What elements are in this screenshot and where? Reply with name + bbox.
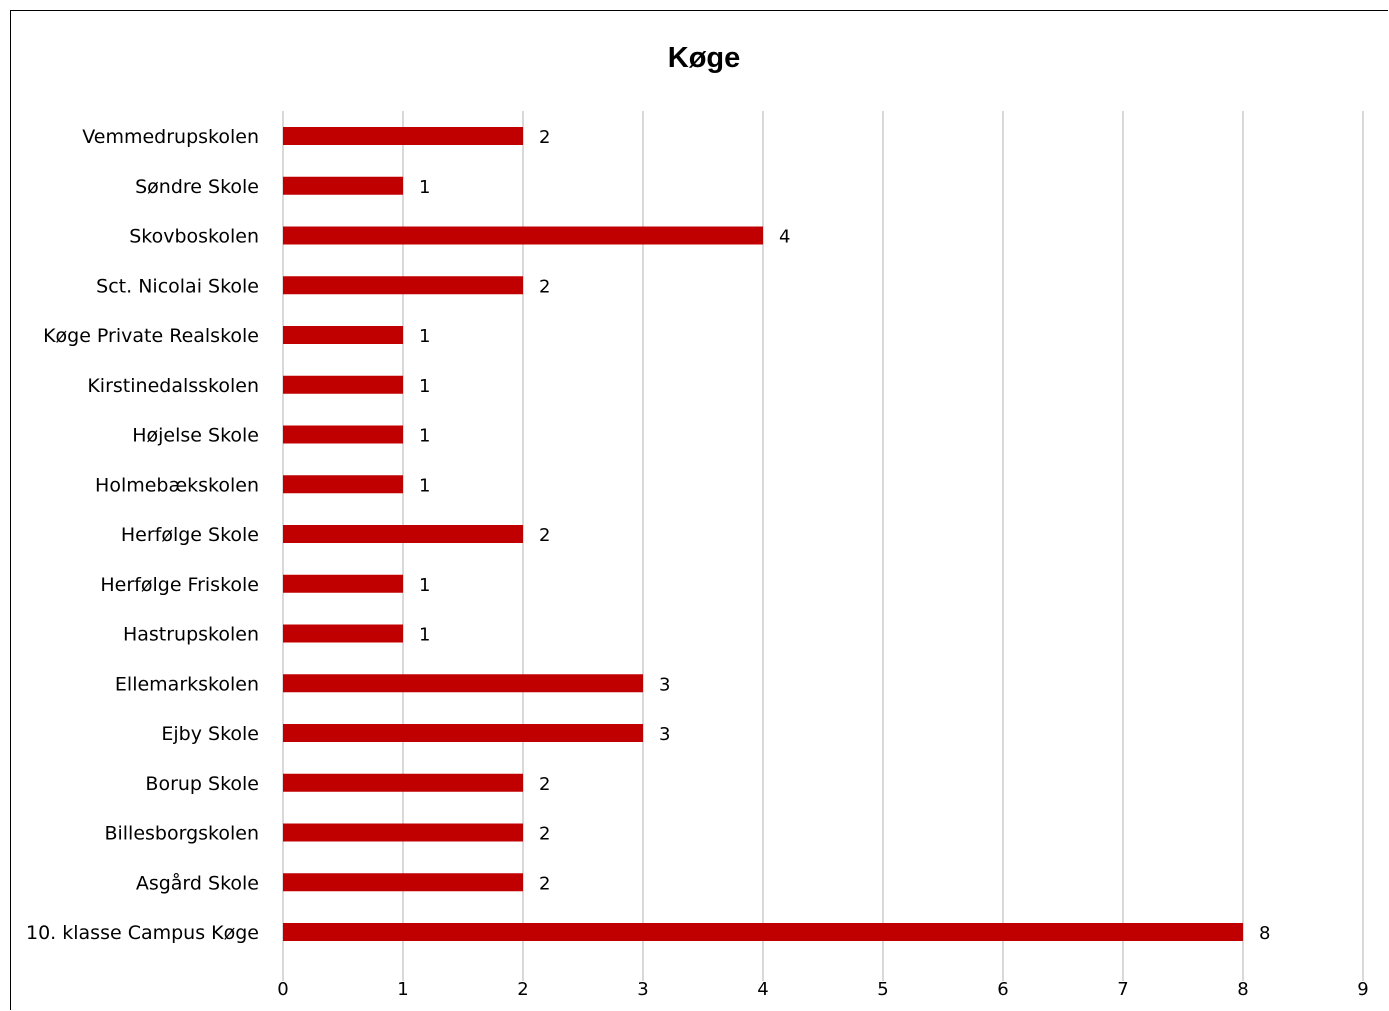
x-tick-label: 6 [997, 979, 1008, 1000]
category-label: Holmebækskolen [95, 474, 259, 496]
x-tick-label: 8 [1237, 979, 1248, 1000]
bar [283, 873, 523, 892]
bar [283, 475, 403, 494]
bar [283, 724, 643, 742]
x-axis-tick-labels: 0 1 2 3 4 5 6 7 8 9 [277, 979, 1368, 1000]
category-label: Sct. Nicolai Skole [96, 275, 259, 297]
category-label: Borup Skole [145, 773, 259, 795]
data-label: 1 [419, 625, 430, 646]
data-label: 1 [419, 575, 430, 596]
x-tick-label: 1 [397, 979, 408, 1000]
data-label: 1 [419, 426, 430, 447]
bar [283, 226, 763, 245]
data-label: 4 [779, 227, 790, 248]
category-label: Billesborgskolen [104, 823, 259, 845]
bar [283, 425, 403, 444]
data-label: 8 [1259, 923, 1270, 944]
category-label: Vemmedrupskolen [82, 126, 259, 148]
data-label: 1 [419, 475, 430, 496]
category-label: Kirstinedalsskolen [87, 375, 259, 397]
x-tick-label: 7 [1117, 979, 1128, 1000]
x-tick-label: 5 [877, 979, 888, 1000]
category-label: Ejby Skole [161, 723, 259, 745]
category-labels: Vemmedrupskolen Søndre Skole Skovboskolen S… [26, 126, 259, 944]
category-label: Søndre Skole [135, 176, 259, 198]
category-label: Højelse Skole [132, 425, 259, 447]
bar [283, 923, 1243, 941]
data-label: 1 [419, 177, 430, 198]
data-label: 1 [419, 326, 430, 347]
bars [283, 127, 1243, 941]
bar [283, 574, 403, 593]
bar [283, 674, 643, 693]
chart-title: Køge [668, 42, 741, 74]
bar [283, 525, 523, 543]
bar [283, 127, 523, 145]
x-tick-label: 4 [757, 979, 768, 1000]
bar [283, 773, 523, 792]
category-label: Køge Private Realskole [43, 325, 259, 347]
data-label: 3 [659, 674, 670, 695]
bar [283, 176, 403, 195]
x-tick-label: 3 [637, 979, 648, 1000]
category-label: Herfølge Friskole [100, 574, 259, 596]
bar [283, 375, 403, 394]
data-label: 3 [659, 724, 670, 745]
category-label: 10. klasse Campus Køge [26, 922, 259, 944]
category-label: Herfølge Skole [121, 524, 259, 546]
x-tick-label: 0 [277, 979, 288, 1000]
bar [283, 326, 403, 344]
bar [283, 276, 523, 295]
bar-chart: Køge Vemmedrupskolen Søndre Skole Skovbosk… [26, 42, 1369, 1000]
category-label: Hastrupskolen [123, 624, 259, 646]
data-label: 2 [539, 774, 550, 795]
x-tick-label: 9 [1357, 979, 1368, 1000]
data-label: 2 [539, 525, 550, 546]
bar [283, 624, 403, 643]
gridlines [282, 111, 1364, 981]
data-label: 2 [539, 873, 550, 894]
category-label: Asgård Skole [136, 871, 259, 894]
chart-frame: Køge Vemmedrupskolen Søndre Skole Skovbosk… [10, 10, 1388, 1010]
data-label: 2 [539, 127, 550, 148]
category-label: Skovboskolen [129, 226, 259, 248]
data-label: 2 [539, 824, 550, 845]
bar [283, 823, 523, 842]
category-label: Ellemarkskolen [115, 673, 259, 695]
data-label: 2 [539, 276, 550, 297]
data-labels: 2 1 4 2 1 1 1 1 2 1 1 3 3 2 2 2 8 [419, 127, 1270, 944]
x-tick-label: 2 [517, 979, 528, 1000]
data-label: 1 [419, 376, 430, 397]
